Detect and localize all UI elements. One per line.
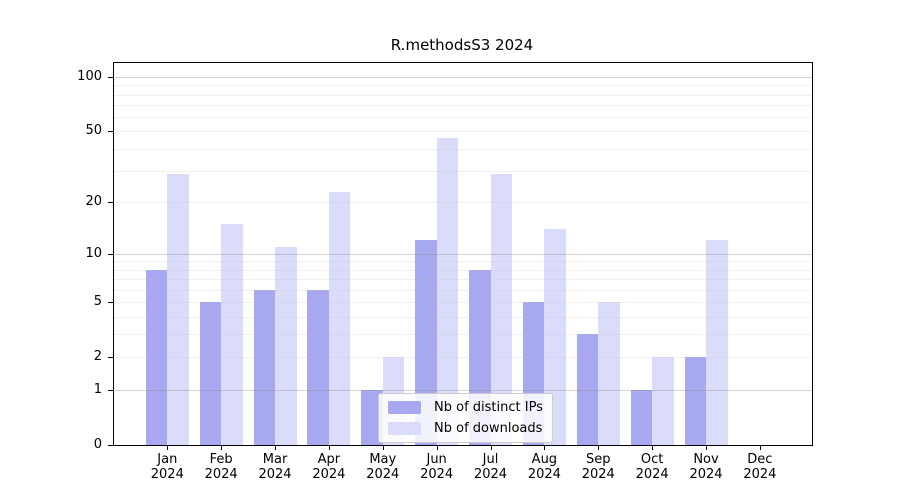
y-axis-tick (108, 131, 113, 133)
y-tick-label: 20 (85, 194, 102, 210)
chart-title: R.methodsS3 2024 (390, 36, 534, 54)
y-axis-tick (108, 77, 113, 78)
x-axis-tick (167, 446, 169, 450)
x-tick-label-jun: Jun 2024 (420, 452, 454, 482)
x-axis-tick (706, 446, 707, 450)
gridline-minor (114, 105, 812, 107)
bar-downloads-aug (544, 229, 566, 445)
gridline-minor (114, 316, 812, 318)
gridline-minor (114, 85, 812, 87)
plot-area: Nb of distinct IPs Nb of downloads (113, 62, 813, 446)
gridline-minor (114, 357, 812, 359)
gridline-minor (114, 269, 812, 271)
bar-downloads-mar (275, 246, 297, 445)
gridline-minor (114, 94, 812, 96)
gridline-minor (114, 131, 812, 133)
bar-downloads-jul (490, 173, 513, 445)
bar-distinct-ips-may (361, 389, 383, 445)
gridline-minor (114, 334, 812, 336)
x-tick-label-jan: Jan 2024 (150, 452, 184, 482)
legend-label-distinct-ips: Nb of distinct IPs (434, 400, 543, 415)
y-tick-label: 10 (85, 245, 102, 261)
legend-label-downloads: Nb of downloads (434, 421, 543, 436)
bar-distinct-ips-feb (199, 302, 222, 445)
x-tick-label-may: May 2024 (366, 452, 400, 482)
bar-downloads-jan (167, 173, 189, 445)
x-axis-tick (275, 446, 277, 450)
gridline-minor (114, 148, 812, 150)
x-tick-label-aug: Aug 2024 (527, 452, 561, 482)
gridline-major (114, 253, 812, 255)
y-axis-tick (108, 389, 113, 391)
gridline-minor (114, 261, 812, 263)
legend-row-distinct-ips: Nb of distinct IPs (388, 400, 543, 415)
y-axis-tick (108, 302, 113, 304)
y-tick-label: 5 (93, 294, 102, 310)
bar-distinct-ips-apr (307, 289, 329, 445)
y-tick-label: 2 (93, 349, 102, 365)
y-tick-label: 1 (93, 381, 102, 397)
bar-downloads-feb (221, 223, 243, 445)
bar-downloads-apr (328, 191, 351, 445)
x-tick-label-jul: Jul 2024 (473, 452, 508, 482)
y-tick-label: 50 (85, 123, 102, 139)
bar-distinct-ips-nov (684, 357, 706, 445)
bar-distinct-ips-jan (145, 269, 168, 445)
x-axis-tick (759, 446, 761, 450)
x-axis-tick (382, 446, 384, 450)
x-axis-tick (598, 446, 600, 450)
x-axis-tick (221, 446, 223, 450)
gridline-minor (114, 202, 812, 204)
gridline-major (114, 77, 812, 78)
downloads-swatch-icon (388, 422, 421, 435)
y-axis-tick (108, 202, 113, 204)
gridline-minor (114, 117, 812, 119)
x-axis-tick (436, 446, 438, 450)
x-tick-label-sep: Sep 2024 (581, 452, 615, 482)
y-axis-tick (108, 253, 113, 255)
x-tick-label-dec: Dec 2024 (743, 452, 777, 482)
gridline-minor (114, 171, 812, 173)
x-tick-label-oct: Oct 2024 (635, 452, 669, 482)
bar-distinct-ips-sep (576, 334, 599, 445)
x-tick-label-nov: Nov 2024 (689, 452, 723, 482)
x-axis-tick (544, 446, 546, 450)
bar-distinct-ips-mar (253, 289, 276, 445)
bar-downloads-nov (706, 240, 728, 445)
bar-downloads-jun (436, 138, 459, 445)
y-tick-label: 0 (93, 437, 102, 452)
legend: Nb of distinct IPs Nb of downloads (378, 393, 553, 443)
bar-distinct-ips-oct (630, 389, 653, 445)
distinct-ips-swatch-icon (388, 401, 421, 414)
x-tick-label-apr: Apr 2024 (312, 452, 346, 482)
gridline-minor (114, 302, 812, 304)
bar-downloads-sep (598, 302, 620, 445)
bar-downloads-oct (652, 357, 674, 445)
legend-row-downloads: Nb of downloads (388, 421, 543, 436)
y-tick-label: 100 (77, 69, 102, 84)
gridline-major (114, 389, 812, 391)
gridline-minor (114, 279, 812, 281)
y-axis-tick (108, 445, 113, 446)
x-axis-tick (652, 446, 654, 450)
gridline-minor (114, 289, 812, 291)
x-tick-label-feb: Feb 2024 (204, 452, 238, 482)
x-axis-tick (490, 446, 492, 450)
x-tick-label-mar: Mar 2024 (258, 452, 292, 482)
x-axis-tick (328, 446, 330, 450)
y-axis-tick (108, 357, 113, 359)
